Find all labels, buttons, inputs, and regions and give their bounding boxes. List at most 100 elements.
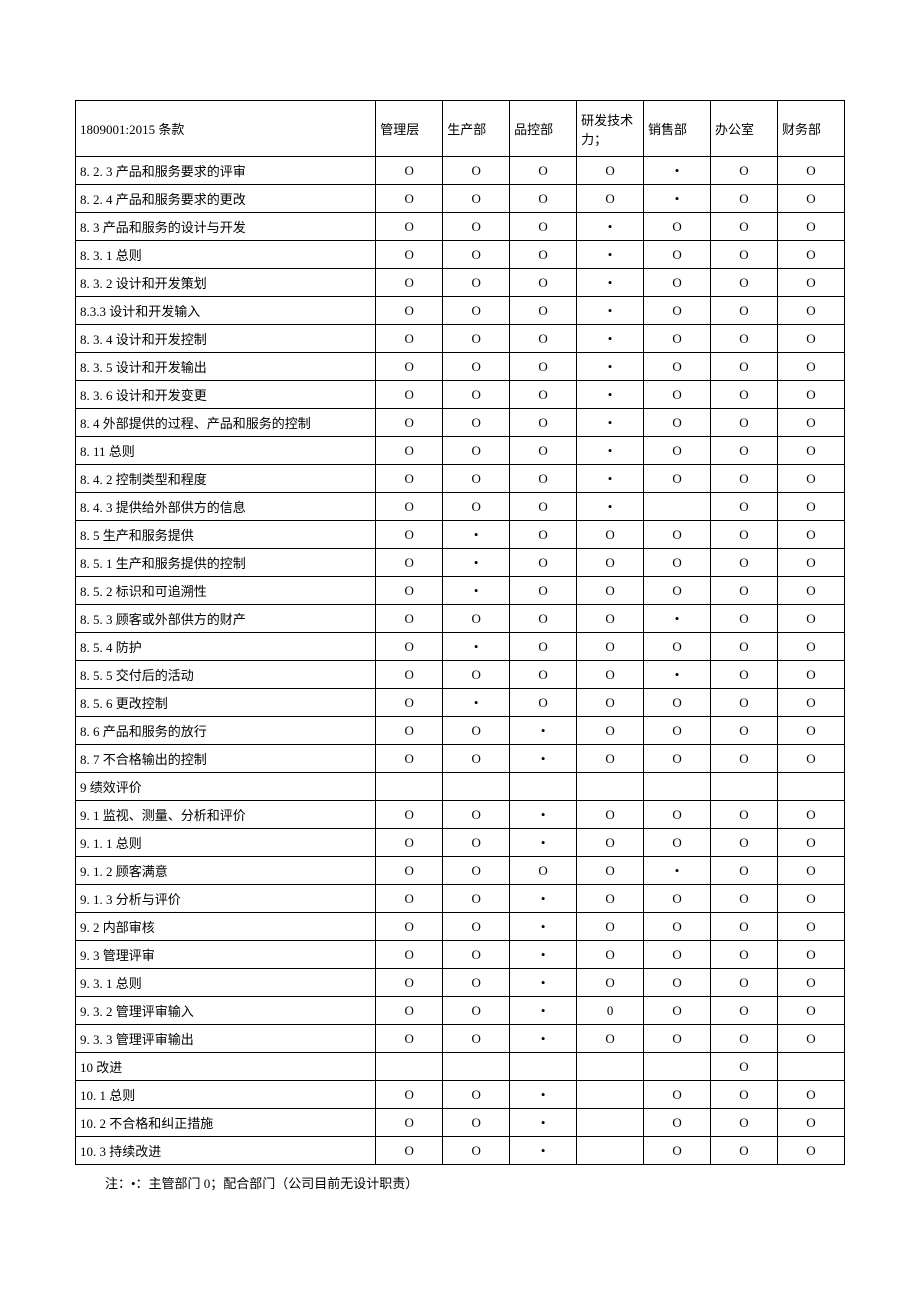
table-row: 8.3.3 设计和开发输入OOO•OOO xyxy=(76,297,845,325)
row-cell: O xyxy=(777,1109,844,1137)
row-cell: O xyxy=(376,185,443,213)
row-cell: O xyxy=(777,185,844,213)
row-cell: • xyxy=(510,745,577,773)
row-label: 8. 4 外部提供的过程、产品和服务的控制 xyxy=(76,409,376,437)
row-cell: O xyxy=(376,325,443,353)
row-cell: O xyxy=(777,381,844,409)
row-cell: O xyxy=(711,745,778,773)
row-cell: O xyxy=(510,661,577,689)
table-row: 8. 5 生产和服务提供O•OOOOO xyxy=(76,521,845,549)
row-cell: • xyxy=(510,1081,577,1109)
row-label: 9. 2 内部审核 xyxy=(76,913,376,941)
row-cell: O xyxy=(510,577,577,605)
table-row: 9. 3. 2 管理评审输入OO•0OOO xyxy=(76,997,845,1025)
row-cell: O xyxy=(777,969,844,997)
row-cell: O xyxy=(510,325,577,353)
header-clause: 1809001:2015 条款 xyxy=(76,101,376,157)
row-cell: O xyxy=(711,661,778,689)
row-cell: O xyxy=(711,493,778,521)
row-cell: O xyxy=(577,633,644,661)
table-row: 9. 3 管理评审OO•OOOO xyxy=(76,941,845,969)
table-row: 10. 3 持续改进OO•OOO xyxy=(76,1137,845,1165)
row-cell: O xyxy=(711,913,778,941)
footnote: 注：•：主管部门 0；配合部门（公司目前无设计职责） xyxy=(75,1173,845,1192)
row-cell: O xyxy=(577,885,644,913)
row-cell xyxy=(777,773,844,801)
row-cell: O xyxy=(777,1081,844,1109)
row-label: 8. 5. 5 交付后的活动 xyxy=(76,661,376,689)
row-label: 8. 7 不合格输出的控制 xyxy=(76,745,376,773)
row-cell: O xyxy=(376,297,443,325)
row-cell: O xyxy=(577,577,644,605)
row-cell: O xyxy=(711,1025,778,1053)
row-cell: O xyxy=(376,1137,443,1165)
row-cell: O xyxy=(777,465,844,493)
row-cell: O xyxy=(443,717,510,745)
row-cell: • xyxy=(644,157,711,185)
header-rd: 研发技术力； xyxy=(577,101,644,157)
row-cell: O xyxy=(376,885,443,913)
row-cell: O xyxy=(777,745,844,773)
table-row: 8. 5. 5 交付后的活动OOOO•OO xyxy=(76,661,845,689)
table-row: 9. 1. 1 总则OO•OOOO xyxy=(76,829,845,857)
row-cell: • xyxy=(443,633,510,661)
row-cell xyxy=(510,1053,577,1081)
row-cell: O xyxy=(443,297,510,325)
row-cell: O xyxy=(711,633,778,661)
row-cell: O xyxy=(777,661,844,689)
row-cell: O xyxy=(376,801,443,829)
row-cell: O xyxy=(644,829,711,857)
row-cell: • xyxy=(510,1025,577,1053)
row-cell: O xyxy=(777,213,844,241)
row-cell: O xyxy=(644,465,711,493)
row-cell: O xyxy=(376,269,443,297)
row-cell: O xyxy=(443,857,510,885)
row-cell: O xyxy=(644,437,711,465)
row-cell: • xyxy=(510,717,577,745)
row-cell: • xyxy=(644,605,711,633)
row-cell: O xyxy=(510,409,577,437)
row-cell xyxy=(443,773,510,801)
row-cell: O xyxy=(376,689,443,717)
header-mgmt: 管理层 xyxy=(376,101,443,157)
table-row: 8. 5. 1 生产和服务提供的控制O•OOOOO xyxy=(76,549,845,577)
row-cell: O xyxy=(376,969,443,997)
row-label: 8. 5. 6 更改控制 xyxy=(76,689,376,717)
row-cell: • xyxy=(510,829,577,857)
row-cell: • xyxy=(510,969,577,997)
responsibility-matrix-table: 1809001:2015 条款 管理层 生产部 品控部 研发技术力； 销售部 办… xyxy=(75,100,845,1165)
row-cell: O xyxy=(644,297,711,325)
row-cell: O xyxy=(711,185,778,213)
row-cell: O xyxy=(577,549,644,577)
row-cell: O xyxy=(510,549,577,577)
row-cell: O xyxy=(510,437,577,465)
row-cell: O xyxy=(443,969,510,997)
row-cell: O xyxy=(644,885,711,913)
row-cell: O xyxy=(644,577,711,605)
row-cell: O xyxy=(644,409,711,437)
row-label: 9 绩效评价 xyxy=(76,773,376,801)
row-label: 10. 3 持续改进 xyxy=(76,1137,376,1165)
row-cell: O xyxy=(376,493,443,521)
row-cell: • xyxy=(644,661,711,689)
row-label: 10 改进 xyxy=(76,1053,376,1081)
row-cell: O xyxy=(376,941,443,969)
row-cell: O xyxy=(510,241,577,269)
row-cell: O xyxy=(644,717,711,745)
row-cell xyxy=(443,1053,510,1081)
row-label: 8. 3. 6 设计和开发变更 xyxy=(76,381,376,409)
row-cell: O xyxy=(777,1025,844,1053)
row-label: 8. 4. 3 提供给外部供方的信息 xyxy=(76,493,376,521)
row-cell: O xyxy=(443,353,510,381)
table-row: 8. 4. 2 控制类型和程度OOO•OOO xyxy=(76,465,845,493)
row-cell: • xyxy=(577,269,644,297)
row-cell: O xyxy=(376,605,443,633)
row-cell: O xyxy=(376,997,443,1025)
row-cell: O xyxy=(443,801,510,829)
table-row: 9. 1 监视、测量、分析和评价OO•OOOO xyxy=(76,801,845,829)
row-cell: O xyxy=(443,437,510,465)
row-label: 8. 5. 4 防护 xyxy=(76,633,376,661)
row-cell: O xyxy=(777,577,844,605)
row-cell: O xyxy=(376,633,443,661)
row-cell: O xyxy=(577,689,644,717)
